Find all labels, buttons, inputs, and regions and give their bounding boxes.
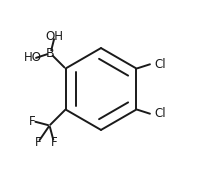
Text: OH: OH (46, 30, 64, 43)
Text: Cl: Cl (154, 57, 166, 71)
Text: B: B (46, 47, 55, 60)
Text: F: F (51, 136, 57, 149)
Text: F: F (29, 114, 36, 128)
Text: Cl: Cl (154, 107, 166, 121)
Text: HO: HO (24, 51, 42, 64)
Text: F: F (35, 136, 41, 149)
